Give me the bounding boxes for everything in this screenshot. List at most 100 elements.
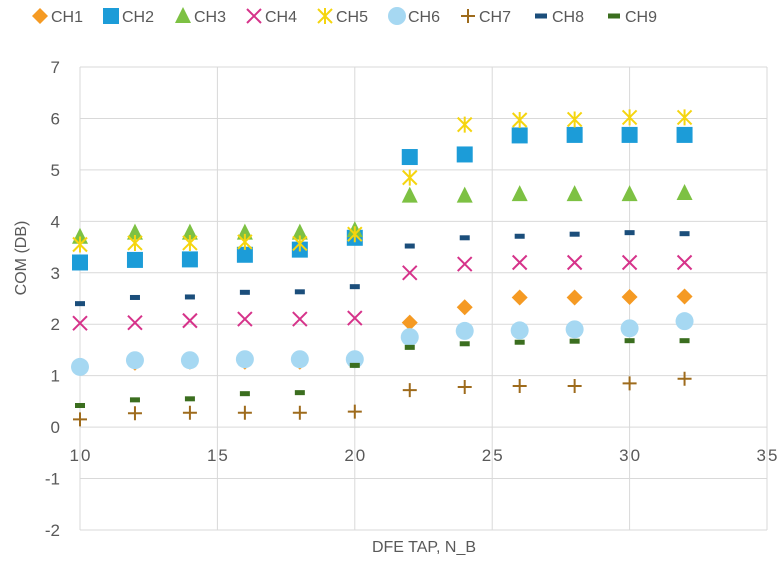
chart-points — [71, 109, 694, 427]
data-point — [621, 126, 638, 143]
y-axis-ticks: -2 -1 0 1 2 3 4 5 6 7 — [45, 58, 60, 540]
legend-marker — [103, 8, 119, 24]
legend-item-ch8: CH8 — [535, 9, 584, 26]
data-point — [292, 311, 308, 327]
data-point — [402, 169, 418, 186]
data-point — [401, 314, 418, 331]
data-point — [621, 185, 638, 202]
y-tick-label: 4 — [51, 212, 60, 231]
series-ch7 — [73, 371, 692, 427]
data-point — [566, 185, 583, 202]
x-tick-label: 35 — [757, 446, 780, 465]
x-tick-label: 10 — [70, 446, 93, 465]
data-point — [457, 256, 473, 272]
y-tick-label: 7 — [51, 58, 60, 77]
legend-marker — [535, 13, 547, 19]
data-point — [676, 109, 693, 126]
data-point — [127, 314, 143, 331]
series-ch8 — [75, 230, 690, 307]
legend-label: CH2 — [122, 9, 154, 26]
data-point — [236, 223, 253, 240]
y-tick-label: 3 — [51, 264, 60, 283]
data-point — [126, 223, 143, 240]
legend-marker — [317, 8, 333, 24]
data-point — [566, 289, 583, 306]
legend-label: CH7 — [479, 9, 511, 26]
x-axis-title: DFE TAP, N_B — [372, 539, 476, 556]
chart-gridlines — [79, 66, 768, 531]
data-point — [184, 294, 195, 300]
data-point — [456, 186, 473, 203]
data-point — [237, 405, 252, 420]
data-point — [126, 251, 143, 268]
x-tick-label: 30 — [619, 446, 642, 465]
series-ch1 — [72, 288, 693, 376]
legend-marker — [461, 9, 475, 23]
data-point — [404, 243, 415, 249]
legend-item-ch1: CH1 — [32, 8, 83, 26]
x-tick-label: 20 — [344, 446, 367, 465]
legend-label: CH9 — [625, 9, 657, 26]
legend-label: CH1 — [51, 9, 83, 26]
data-point — [290, 350, 309, 369]
x-tick-label: 15 — [207, 446, 230, 465]
data-point — [620, 319, 639, 338]
x-tick-label: 25 — [482, 446, 505, 465]
data-point — [569, 338, 580, 344]
legend-item-ch6: CH6 — [388, 7, 440, 26]
data-point — [459, 341, 470, 347]
data-point — [182, 405, 197, 420]
data-point — [294, 289, 305, 295]
data-point — [237, 233, 253, 250]
data-point — [181, 223, 198, 240]
legend-marker — [175, 7, 191, 23]
y-tick-label: 1 — [51, 367, 60, 386]
data-point — [349, 284, 360, 290]
data-point — [676, 254, 693, 271]
legend-label: CH3 — [194, 9, 226, 26]
legend-item-ch9: CH9 — [608, 9, 657, 26]
y-tick-label: 5 — [51, 161, 60, 180]
data-point — [347, 310, 363, 326]
data-point — [566, 254, 583, 271]
legend-marker — [608, 13, 620, 19]
data-point — [292, 235, 308, 252]
series-ch9 — [75, 338, 690, 409]
data-point — [569, 231, 580, 237]
chart-legend: CH1 CH2 CH3 CH4 CH5 CH6 CH7 CH8 CH9 — [32, 7, 657, 26]
data-point — [459, 235, 470, 241]
data-point — [182, 312, 198, 329]
data-point — [511, 254, 528, 271]
series-ch6 — [71, 312, 694, 376]
data-point — [235, 350, 254, 369]
y-tick-label: -1 — [45, 470, 60, 489]
data-point — [676, 184, 693, 201]
data-point — [239, 289, 250, 295]
data-point — [624, 230, 635, 236]
series-ch3 — [72, 184, 693, 244]
data-point — [402, 383, 417, 398]
data-point — [239, 391, 250, 397]
data-point — [347, 404, 362, 419]
data-point — [184, 396, 195, 402]
legend-item-ch2: CH2 — [103, 8, 154, 26]
data-point — [292, 405, 307, 420]
data-point — [400, 328, 419, 347]
data-point — [624, 338, 635, 344]
data-point — [565, 320, 584, 339]
y-tick-label: 2 — [51, 315, 60, 334]
data-point — [72, 236, 88, 253]
data-point — [71, 357, 89, 376]
data-point — [511, 127, 528, 144]
series-ch5 — [72, 109, 693, 253]
data-point — [514, 233, 525, 239]
data-point — [676, 126, 693, 143]
data-point — [404, 344, 415, 350]
data-point — [72, 315, 88, 331]
data-point — [402, 265, 418, 281]
legend-label: CH5 — [336, 9, 368, 26]
legend-marker — [246, 8, 262, 24]
data-point — [677, 371, 692, 386]
data-point — [291, 223, 308, 240]
